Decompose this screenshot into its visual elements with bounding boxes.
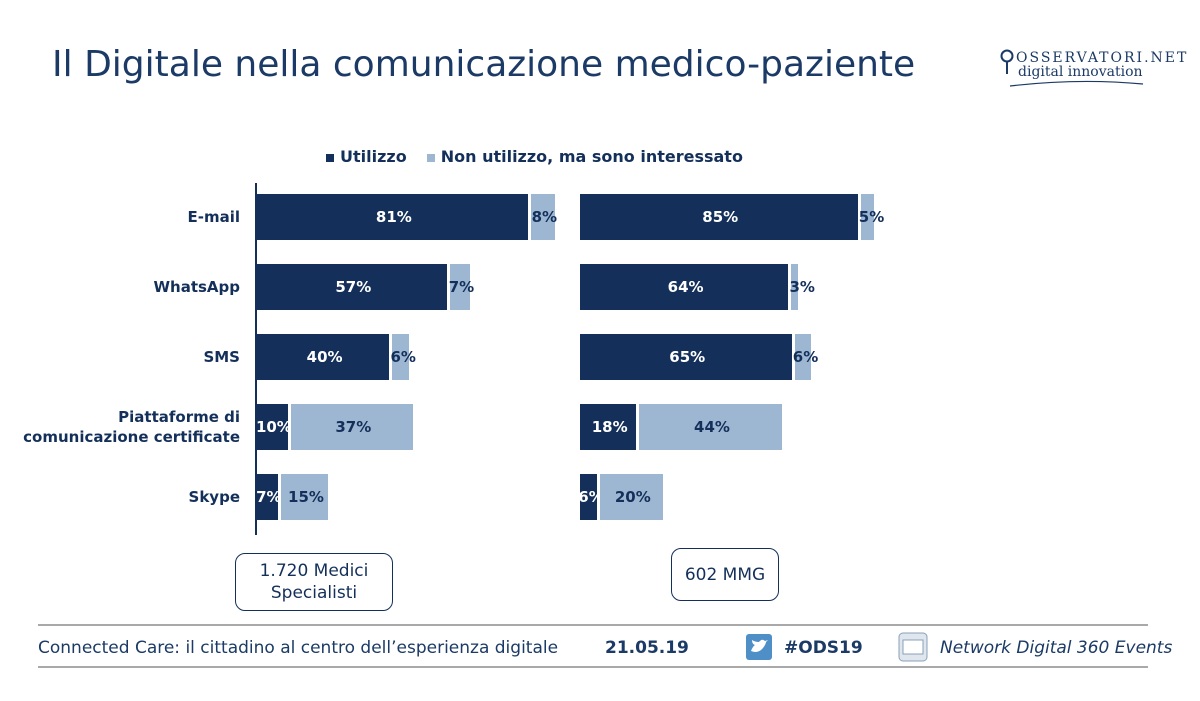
value-label: 8% xyxy=(531,208,558,226)
value-label: 44% xyxy=(694,418,730,436)
value-label: 57% xyxy=(335,278,372,296)
bar-segment xyxy=(791,264,802,310)
title: Il Digitale nella comunicazione medico-p… xyxy=(52,44,916,85)
logo-swoosh xyxy=(1009,80,1144,87)
bar-segment xyxy=(580,404,640,450)
bar-segment xyxy=(794,334,815,380)
value-label: 3% xyxy=(789,278,815,296)
bar-segment xyxy=(580,194,861,240)
bar-segment xyxy=(392,334,413,380)
value-label: 6% xyxy=(578,488,604,506)
bar-segment xyxy=(257,194,531,240)
logo-subtext: digital innovation xyxy=(1018,64,1143,80)
bar-segment xyxy=(257,404,291,450)
value-label: 7% xyxy=(448,278,475,296)
bar-segment xyxy=(449,264,474,310)
category-label: Piattaforme di comunicazione certificate xyxy=(23,408,240,446)
category-label: WhatsApp xyxy=(153,278,240,296)
value-label: 6% xyxy=(792,348,819,366)
value-label: 65% xyxy=(669,348,706,366)
value-label: 15% xyxy=(288,488,324,506)
bar-segment xyxy=(599,474,666,520)
bar-segment xyxy=(280,474,332,520)
footer-rule xyxy=(38,624,1148,626)
bar-segment xyxy=(639,404,785,450)
bar-segment xyxy=(580,474,600,520)
bar-segment xyxy=(257,474,281,520)
footer-rule xyxy=(38,666,1148,668)
value-label: 10% xyxy=(255,418,292,436)
bar-segment xyxy=(580,264,792,310)
footer-hashtag: #ODS19 xyxy=(784,638,863,658)
bar-segment xyxy=(530,194,558,240)
sample-box: 1.720 Medici Specialisti xyxy=(235,553,393,611)
category-label: E-mail xyxy=(187,208,240,226)
bar-segment xyxy=(290,404,416,450)
network-icon xyxy=(898,632,928,662)
value-label: 20% xyxy=(614,488,651,506)
footer-network: Network Digital 360 Events xyxy=(940,638,1173,658)
logo-text: OSSERVATORI.NET xyxy=(1016,50,1189,66)
legend-swatch xyxy=(426,154,435,162)
footer-date: 21.05.19 xyxy=(605,638,689,658)
value-label: 18% xyxy=(591,418,628,436)
twitter-icon xyxy=(746,634,772,660)
bar-segment xyxy=(860,194,877,240)
bar-segment xyxy=(257,264,450,310)
value-label: 7% xyxy=(256,488,282,506)
sample-box: 602 MMG xyxy=(671,548,779,601)
bar-segment xyxy=(257,334,393,380)
footer-event: Connected Care: il cittadino al centro d… xyxy=(38,638,559,658)
value-label: 5% xyxy=(858,208,885,226)
category-label: SMS xyxy=(203,348,240,366)
legend-swatch xyxy=(326,154,334,162)
legend-label: Utilizzo xyxy=(340,147,407,166)
value-label: 85% xyxy=(702,208,739,226)
value-label: 6% xyxy=(390,348,416,366)
legend-label: Non utilizzo, ma sono interessato xyxy=(440,147,743,166)
value-label: 40% xyxy=(306,348,343,366)
axis-line xyxy=(255,183,257,535)
value-label: 37% xyxy=(335,418,372,436)
logo-icon xyxy=(1000,49,1014,74)
bar-segment xyxy=(580,334,795,380)
value-label: 64% xyxy=(667,278,704,296)
category-label: Skype xyxy=(188,488,240,506)
value-label: 81% xyxy=(375,208,412,226)
